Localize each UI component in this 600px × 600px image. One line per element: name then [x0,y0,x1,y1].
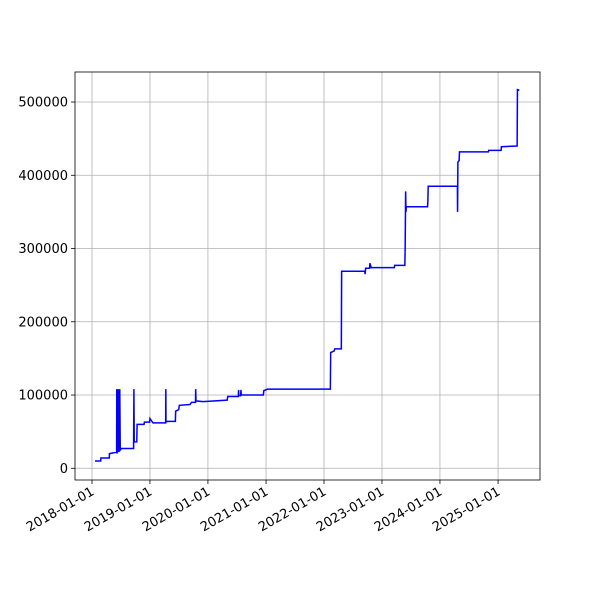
y-tick-label: 200000 [18,315,68,330]
y-tick-label: 100000 [18,389,68,404]
y-tick-label: 400000 [18,169,68,184]
data-line [95,88,520,462]
y-tick-label: 500000 [18,96,68,111]
y-tick-label: 0 [60,462,68,477]
plot-frame [74,71,541,481]
y-tick-label: 300000 [18,242,68,257]
